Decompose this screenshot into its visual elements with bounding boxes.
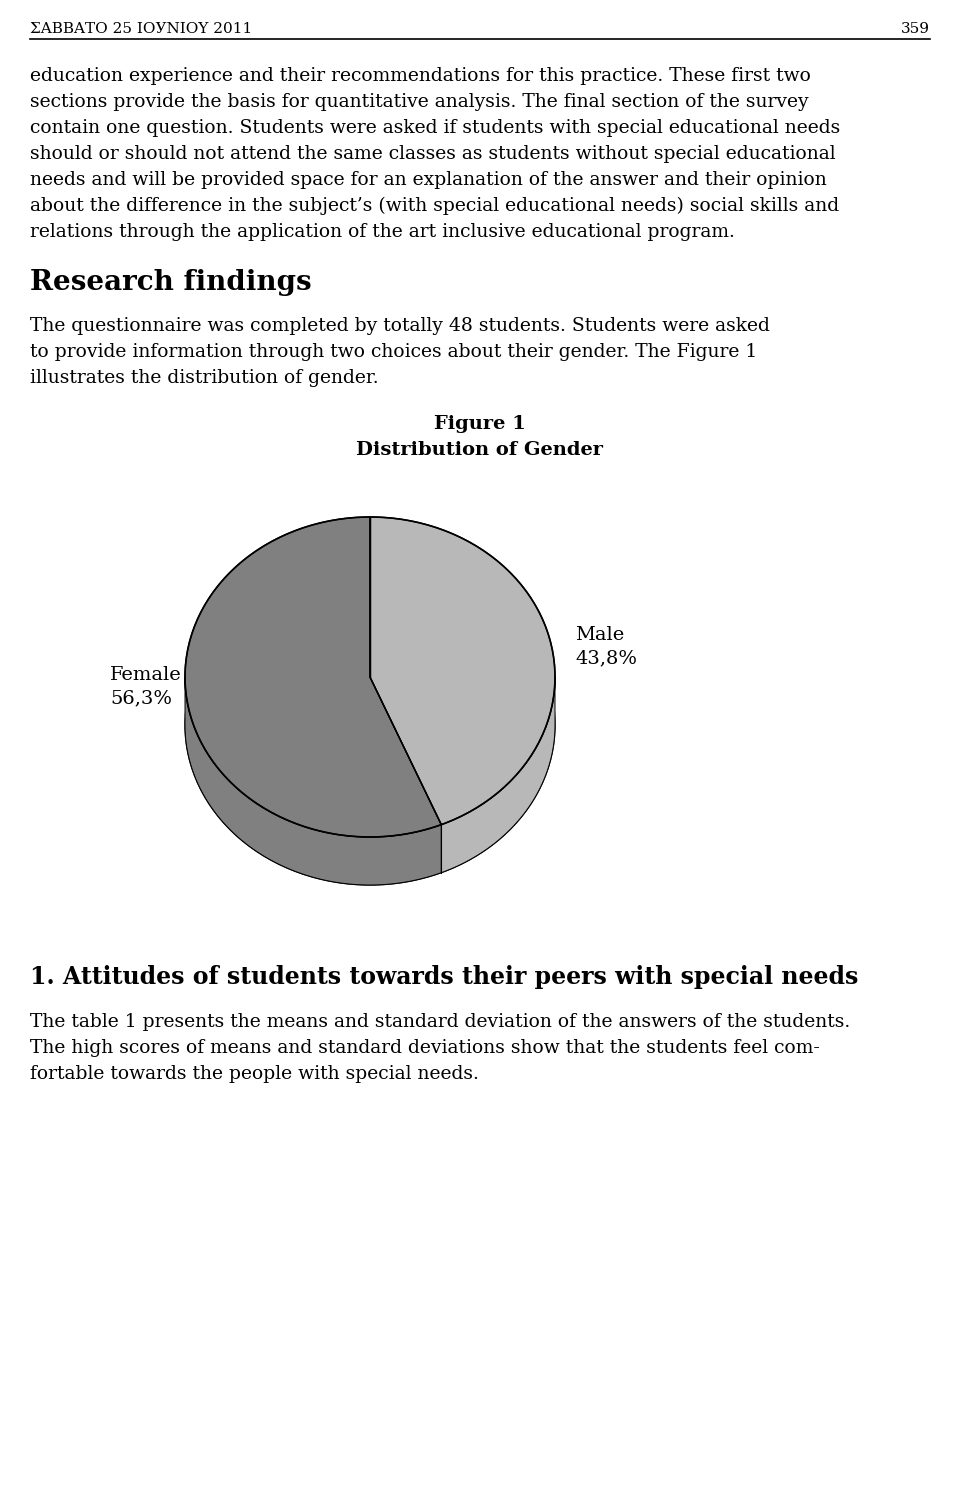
Text: illustrates the distribution of gender.: illustrates the distribution of gender. xyxy=(30,368,378,388)
Text: Figure 1: Figure 1 xyxy=(434,415,526,433)
Text: fortable towards the people with special needs.: fortable towards the people with special… xyxy=(30,1064,479,1082)
Polygon shape xyxy=(185,516,442,837)
Text: sections provide the basis for quantitative analysis. The final section of the s: sections provide the basis for quantitat… xyxy=(30,93,808,111)
Text: Research findings: Research findings xyxy=(30,269,312,296)
Text: ΣΑΒΒΑΤΟ 25 ΙΟУΝΙΟΥ 2011: ΣΑΒΒΑΤΟ 25 ΙΟУΝΙΟΥ 2011 xyxy=(30,22,252,36)
Polygon shape xyxy=(442,677,555,873)
Text: relations through the application of the art inclusive educational program.: relations through the application of the… xyxy=(30,223,734,241)
Text: needs and will be provided space for an explanation of the answer and their opin: needs and will be provided space for an … xyxy=(30,171,827,189)
Text: The questionnaire was completed by totally 48 students. Students were asked: The questionnaire was completed by total… xyxy=(30,317,770,335)
Text: 359: 359 xyxy=(901,22,930,36)
Text: 1. Attitudes of students towards their peers with special needs: 1. Attitudes of students towards their p… xyxy=(30,966,858,990)
Text: Male
43,8%: Male 43,8% xyxy=(575,626,637,668)
Text: Female
56,3%: Female 56,3% xyxy=(110,666,181,708)
Text: education experience and their recommendations for this practice. These first tw: education experience and their recommend… xyxy=(30,67,811,85)
Polygon shape xyxy=(185,677,442,885)
Text: The high scores of means and standard deviations show that the students feel com: The high scores of means and standard de… xyxy=(30,1039,820,1057)
Text: The table 1 presents the means and standard deviation of the answers of the stud: The table 1 presents the means and stand… xyxy=(30,1013,851,1031)
Ellipse shape xyxy=(185,564,555,885)
Text: about the difference in the subject’s (with special educational needs) social sk: about the difference in the subject’s (w… xyxy=(30,198,839,216)
Text: Distribution of Gender: Distribution of Gender xyxy=(356,442,604,460)
Polygon shape xyxy=(370,516,555,825)
Text: to provide information through two choices about their gender. The Figure 1: to provide information through two choic… xyxy=(30,343,757,361)
Text: contain one question. Students were asked if students with special educational n: contain one question. Students were aske… xyxy=(30,118,840,138)
Text: should or should not attend the same classes as students without special educati: should or should not attend the same cla… xyxy=(30,145,835,163)
